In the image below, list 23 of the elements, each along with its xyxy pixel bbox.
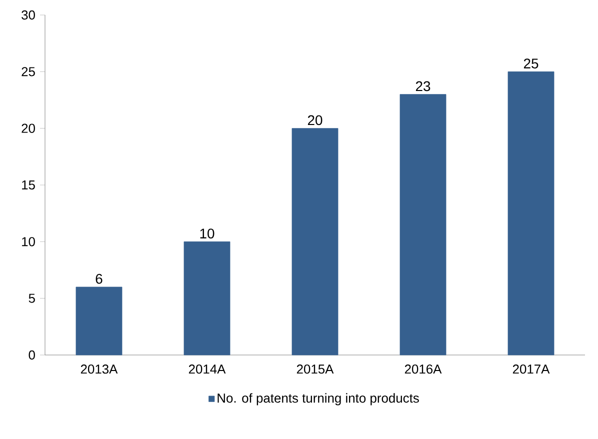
y-tick-label: 30 — [22, 10, 35, 20]
x-tick-label: 2017A — [512, 364, 550, 374]
data-label: 25 — [524, 58, 538, 68]
x-tick-label: 2014A — [188, 364, 226, 374]
y-tick-label: 0 — [28, 350, 35, 360]
y-tick-label: 25 — [22, 67, 35, 76]
bar — [76, 286, 122, 356]
x-tick-label: 2015A — [296, 364, 334, 374]
legend-label: No. of patents turning into products — [218, 393, 419, 406]
x-tick-label: 2016A — [404, 364, 442, 374]
data-label: 10 — [200, 228, 214, 238]
data-label: 20 — [308, 115, 322, 126]
bar — [400, 94, 446, 356]
bar — [184, 241, 230, 356]
bar — [508, 71, 554, 356]
data-label: 6 — [96, 274, 102, 284]
data-label: 23 — [416, 81, 430, 92]
y-tick-label: 5 — [28, 294, 35, 303]
bar — [292, 128, 338, 356]
x-tick-label: 2013A — [80, 364, 118, 374]
y-tick-label: 10 — [22, 237, 35, 246]
y-tick-label: 15 — [22, 180, 35, 190]
y-tick-label: 20 — [22, 124, 35, 133]
